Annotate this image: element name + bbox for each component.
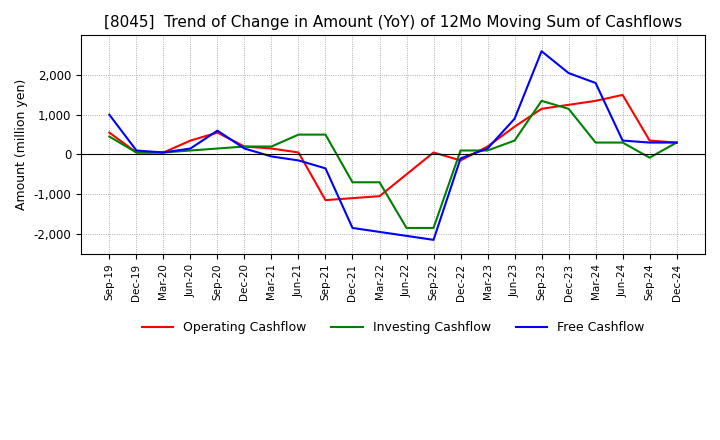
Investing Cashflow bbox=[186, 148, 194, 153]
Free Cashflow bbox=[159, 150, 168, 155]
Investing Cashflow bbox=[456, 148, 465, 153]
Free Cashflow bbox=[564, 70, 573, 76]
Operating Cashflow bbox=[321, 198, 330, 203]
Free Cashflow bbox=[591, 81, 600, 86]
Operating Cashflow bbox=[618, 92, 627, 98]
Operating Cashflow bbox=[132, 150, 140, 155]
Operating Cashflow bbox=[159, 150, 168, 155]
Line: Free Cashflow: Free Cashflow bbox=[109, 51, 677, 240]
Investing Cashflow bbox=[672, 140, 681, 145]
Free Cashflow bbox=[186, 146, 194, 151]
Operating Cashflow bbox=[213, 130, 222, 135]
Free Cashflow bbox=[375, 229, 384, 235]
Legend: Operating Cashflow, Investing Cashflow, Free Cashflow: Operating Cashflow, Investing Cashflow, … bbox=[137, 316, 649, 339]
Operating Cashflow bbox=[483, 144, 492, 149]
Line: Operating Cashflow: Operating Cashflow bbox=[109, 95, 677, 200]
Investing Cashflow bbox=[105, 134, 114, 139]
Investing Cashflow bbox=[240, 144, 249, 149]
Operating Cashflow bbox=[537, 106, 546, 111]
Investing Cashflow bbox=[159, 150, 168, 155]
Investing Cashflow bbox=[213, 146, 222, 151]
Y-axis label: Amount (million yen): Amount (million yen) bbox=[15, 79, 28, 210]
Investing Cashflow bbox=[591, 140, 600, 145]
Free Cashflow bbox=[510, 116, 519, 121]
Operating Cashflow bbox=[456, 158, 465, 163]
Free Cashflow bbox=[537, 48, 546, 54]
Free Cashflow bbox=[348, 225, 357, 231]
Operating Cashflow bbox=[348, 195, 357, 201]
Operating Cashflow bbox=[672, 140, 681, 145]
Free Cashflow bbox=[132, 148, 140, 153]
Investing Cashflow bbox=[564, 106, 573, 111]
Investing Cashflow bbox=[348, 180, 357, 185]
Operating Cashflow bbox=[267, 146, 276, 151]
Free Cashflow bbox=[267, 154, 276, 159]
Free Cashflow bbox=[213, 128, 222, 133]
Free Cashflow bbox=[402, 233, 411, 238]
Free Cashflow bbox=[429, 237, 438, 242]
Operating Cashflow bbox=[564, 102, 573, 107]
Investing Cashflow bbox=[294, 132, 303, 137]
Investing Cashflow bbox=[483, 148, 492, 153]
Investing Cashflow bbox=[132, 150, 140, 155]
Operating Cashflow bbox=[294, 150, 303, 155]
Operating Cashflow bbox=[645, 138, 654, 143]
Investing Cashflow bbox=[537, 98, 546, 103]
Operating Cashflow bbox=[375, 194, 384, 199]
Operating Cashflow bbox=[510, 124, 519, 129]
Operating Cashflow bbox=[240, 144, 249, 149]
Investing Cashflow bbox=[645, 155, 654, 160]
Free Cashflow bbox=[672, 140, 681, 145]
Free Cashflow bbox=[456, 156, 465, 161]
Free Cashflow bbox=[321, 166, 330, 171]
Investing Cashflow bbox=[375, 180, 384, 185]
Line: Investing Cashflow: Investing Cashflow bbox=[109, 101, 677, 228]
Investing Cashflow bbox=[510, 138, 519, 143]
Investing Cashflow bbox=[402, 225, 411, 231]
Free Cashflow bbox=[105, 112, 114, 117]
Free Cashflow bbox=[240, 146, 249, 151]
Operating Cashflow bbox=[186, 138, 194, 143]
Investing Cashflow bbox=[267, 144, 276, 149]
Investing Cashflow bbox=[321, 132, 330, 137]
Free Cashflow bbox=[483, 146, 492, 151]
Operating Cashflow bbox=[429, 150, 438, 155]
Investing Cashflow bbox=[618, 140, 627, 145]
Title: [8045]  Trend of Change in Amount (YoY) of 12Mo Moving Sum of Cashflows: [8045] Trend of Change in Amount (YoY) o… bbox=[104, 15, 682, 30]
Operating Cashflow bbox=[591, 98, 600, 103]
Operating Cashflow bbox=[402, 172, 411, 177]
Free Cashflow bbox=[645, 140, 654, 145]
Free Cashflow bbox=[294, 158, 303, 163]
Free Cashflow bbox=[618, 138, 627, 143]
Investing Cashflow bbox=[429, 225, 438, 231]
Operating Cashflow bbox=[105, 130, 114, 135]
